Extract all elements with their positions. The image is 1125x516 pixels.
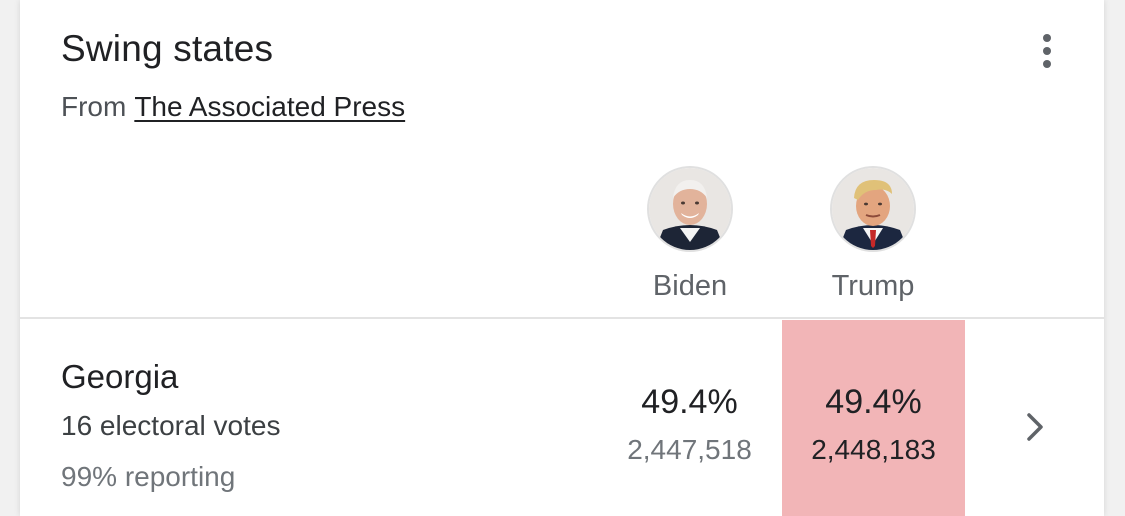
candidate-name-biden: Biden (652, 270, 728, 302)
source-link[interactable]: The Associated Press (134, 91, 406, 122)
menu-dot (1043, 34, 1051, 42)
card-title: Swing states (61, 28, 274, 69)
biden-votes: 2,447,518 (627, 434, 752, 465)
trump-result-cell: 49.4% 2,448,183 (782, 320, 965, 516)
reporting-status: 99% reporting (61, 461, 236, 492)
biden-result-cell: 49.4% 2,447,518 (598, 320, 781, 516)
more-vert-icon[interactable] (1030, 30, 1064, 72)
trump-votes: 2,448,183 (811, 434, 936, 465)
swing-states-card: Swing states From The Associated Press Bi… (20, 0, 1104, 516)
menu-dot (1043, 60, 1051, 68)
trump-percent: 49.4% (825, 383, 922, 421)
state-name[interactable]: Georgia (61, 358, 179, 395)
candidate-trump: Trump (798, 166, 948, 303)
electoral-votes: 16 electoral votes (61, 410, 281, 441)
menu-dot (1043, 47, 1051, 55)
biden-avatar (647, 166, 733, 252)
chevron-right-icon[interactable] (1015, 405, 1055, 449)
header-divider (20, 317, 1104, 319)
biden-percent: 49.4% (641, 383, 738, 421)
trump-avatar (830, 166, 916, 252)
source-prefix: From (61, 91, 127, 122)
candidate-name-trump: Trump (831, 270, 915, 302)
candidate-biden: Biden (615, 166, 765, 303)
source-line: From The Associated Press (61, 91, 405, 123)
